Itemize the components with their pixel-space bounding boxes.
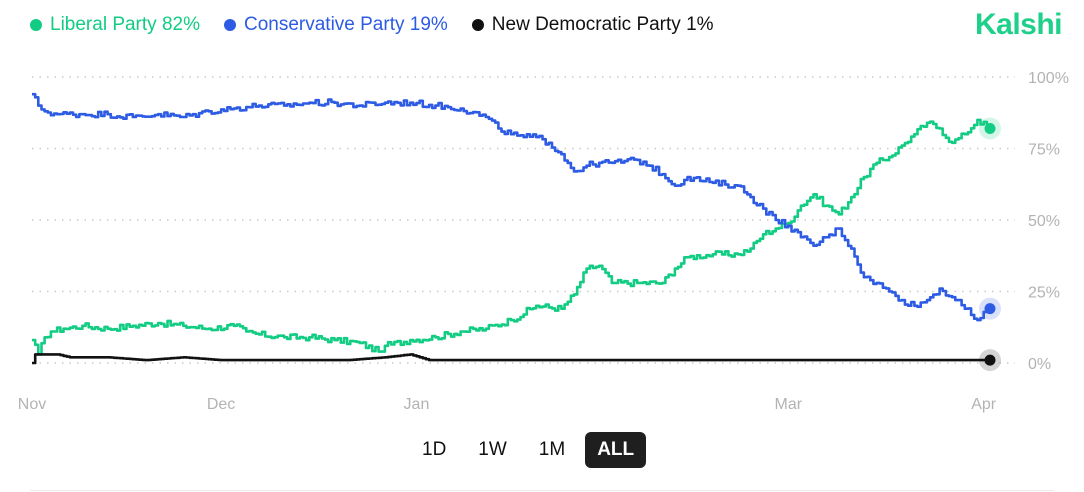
- legend-item: New Democratic Party 1%: [471, 14, 714, 36]
- legend: Liberal Party 82% Conservative Party 19% N…: [30, 14, 714, 36]
- y-tick-label: 0%: [1028, 356, 1051, 373]
- x-tick-label: Dec: [207, 396, 235, 413]
- y-tick-label: 75%: [1028, 142, 1060, 159]
- y-tick-label: 100%: [1028, 70, 1069, 87]
- legend-dot-icon: [471, 19, 484, 31]
- brand-logo[interactable]: Kalshi: [974, 8, 1063, 41]
- price-chart: 0% 25% 50% 75% 100% Nov Dec Jan Mar Apr: [18, 70, 1069, 413]
- legend-dot-icon: [30, 19, 42, 31]
- time-range-selector: 1D 1W 1M ALL: [410, 432, 647, 468]
- endpoint-marker: [984, 303, 996, 315]
- legend-label: Conservative Party 19%: [243, 14, 448, 35]
- x-tick-label: Nov: [18, 396, 46, 413]
- divider: [30, 490, 1054, 491]
- series-line-new-democratic-party: [32, 353, 990, 365]
- y-tick-label: 50%: [1028, 213, 1060, 230]
- legend-label: New Democratic Party 1%: [491, 14, 714, 35]
- range-button-1d[interactable]: 1D: [410, 432, 458, 468]
- range-button-1m[interactable]: 1M: [527, 432, 577, 468]
- series-line-conservative-party: [32, 92, 992, 322]
- x-tick-label: Mar: [775, 396, 803, 413]
- y-tick-label: 25%: [1028, 285, 1060, 302]
- series-line-liberal-party: [32, 118, 992, 356]
- legend-label: Liberal Party 82%: [50, 14, 200, 35]
- x-tick-label: Jan: [404, 396, 430, 413]
- endpoint-marker: [984, 354, 996, 366]
- range-button-all[interactable]: ALL: [585, 432, 647, 468]
- endpoint-marker: [984, 122, 996, 134]
- legend-item: Liberal Party 82%: [30, 14, 200, 36]
- range-button-1w[interactable]: 1W: [466, 432, 519, 468]
- x-tick-label: Apr: [971, 396, 997, 413]
- legend-dot-icon: [223, 19, 236, 31]
- legend-item: Conservative Party 19%: [223, 14, 448, 36]
